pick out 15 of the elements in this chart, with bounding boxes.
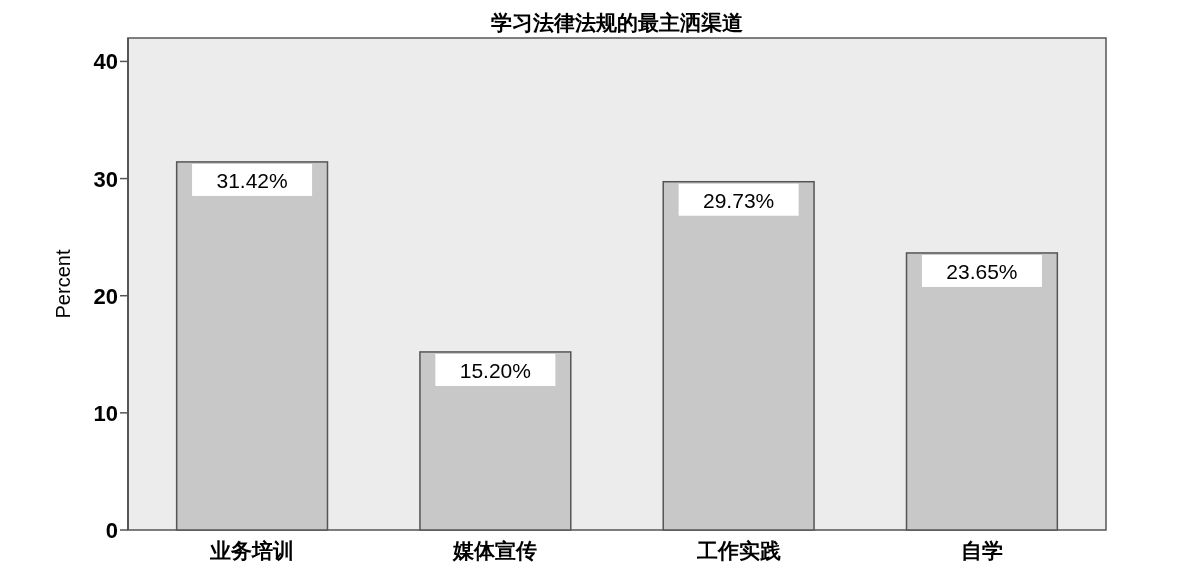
data-label: 31.42% bbox=[216, 168, 288, 192]
y-tick-label: 0 bbox=[105, 518, 118, 543]
data-label: 23.65% bbox=[946, 259, 1018, 283]
x-tick-label: 自学 bbox=[960, 539, 1003, 562]
data-label: 29.73% bbox=[703, 188, 775, 212]
x-tick-label: 媒体宣传 bbox=[452, 539, 538, 562]
chart-title: 学习法律法规的最主洒渠道 bbox=[491, 11, 743, 34]
y-tick-label: 40 bbox=[93, 49, 118, 75]
y-axis-title: Percent bbox=[52, 249, 74, 319]
y-tick-label: 20 bbox=[93, 283, 118, 309]
x-tick-label: 工作实践 bbox=[695, 539, 781, 562]
y-tick-label: 10 bbox=[93, 400, 118, 426]
y-tick-label: 30 bbox=[93, 166, 118, 192]
x-tick-label: 业务培训 bbox=[209, 539, 295, 562]
data-label: 15.20% bbox=[459, 358, 531, 382]
